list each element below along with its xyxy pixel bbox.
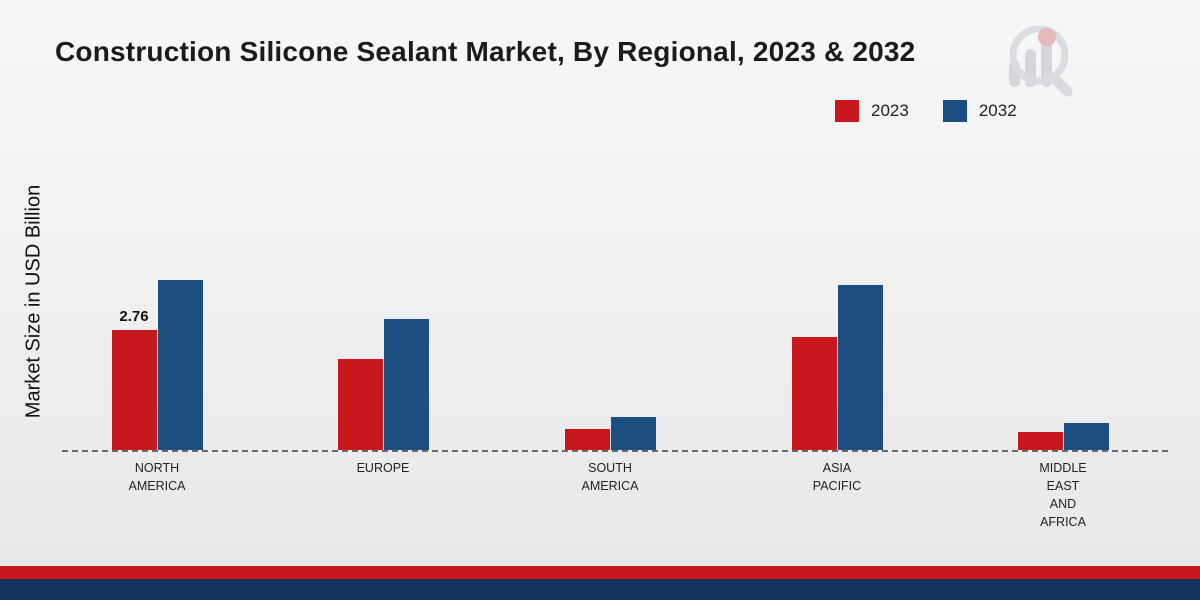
- x-tick-label-north-america: NORTH AMERICA: [128, 461, 186, 494]
- bar-2032-asia-pacific: [837, 285, 883, 450]
- legend-swatch-2032: [942, 100, 967, 122]
- legend-item-2023: 2023: [835, 100, 909, 122]
- bar-2023-asia-pacific: [791, 337, 837, 450]
- footer-navy-band: [0, 579, 1200, 600]
- footer-red-band: [0, 566, 1200, 579]
- chart-title: Construction Silicone Sealant Market, By…: [55, 36, 916, 67]
- x-tick-label-asia-pacific: ASIA PACIFIC: [812, 461, 862, 494]
- legend-label-2023: 2023: [871, 101, 909, 120]
- legend: 2023 2032: [835, 100, 1017, 122]
- bar-2032-middle-east-and-africa: [1063, 423, 1109, 450]
- bar-2023-middle-east-and-africa: [1017, 432, 1063, 450]
- x-axis-baseline: [62, 450, 1168, 452]
- value-label-2023-north-america: 2.76: [119, 308, 149, 325]
- x-tick-label-middle-east-and-africa: MIDDLE EAST AND AFRICA: [1039, 461, 1087, 530]
- legend-label-2032: 2032: [978, 101, 1017, 120]
- bar-2032-north-america: [157, 280, 203, 450]
- brand-watermark-logo: [1009, 25, 1073, 97]
- bar-2023-north-america: [111, 330, 157, 450]
- legend-swatch-2023: [835, 100, 859, 122]
- bar-2032-europe: [383, 319, 429, 450]
- bar-2023-europe: [337, 359, 383, 450]
- x-tick-label-south-america: SOUTH AMERICA: [581, 461, 639, 494]
- x-tick-label-europe: EUROPE: [356, 461, 410, 475]
- bar-2032-south-america: [610, 417, 656, 450]
- bar-2023-south-america: [564, 429, 610, 450]
- legend-item-2032: 2032: [942, 100, 1017, 122]
